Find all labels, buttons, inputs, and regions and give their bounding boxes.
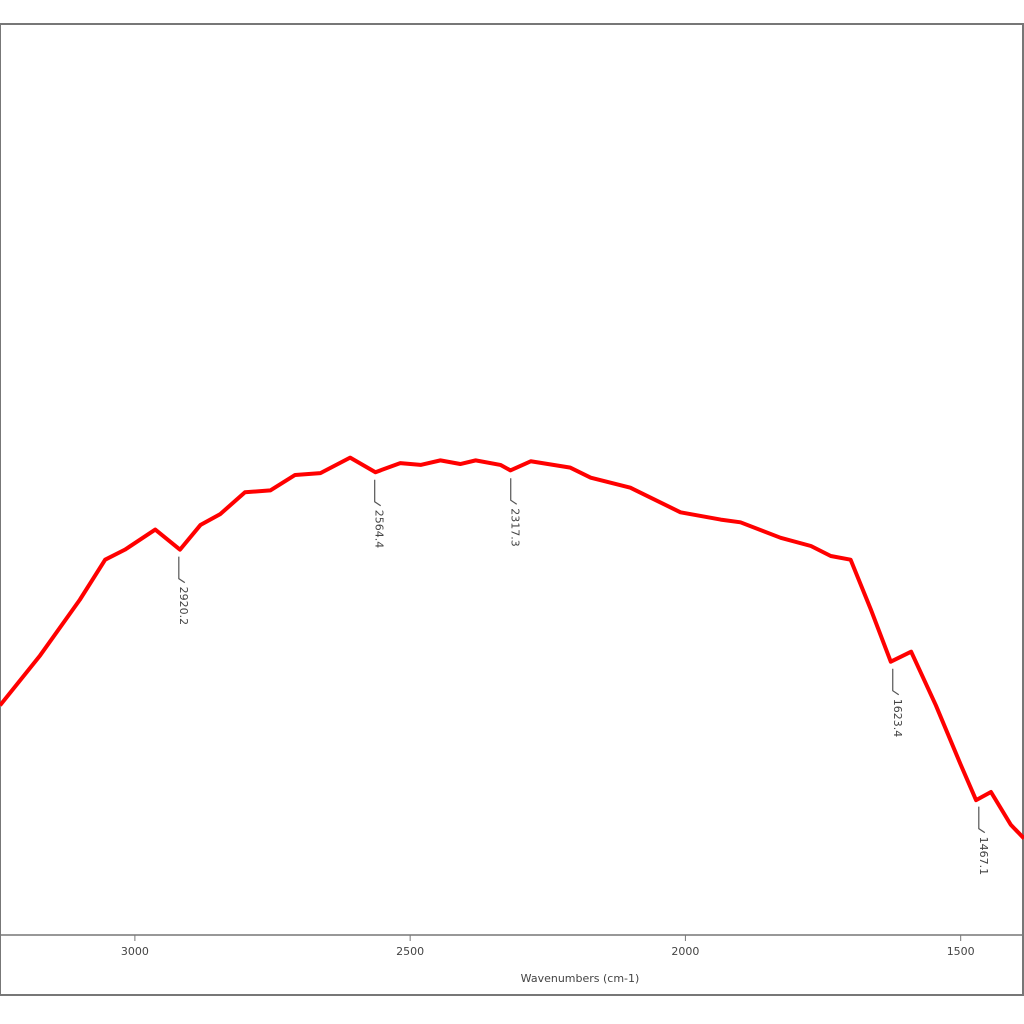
peak-label: 2920.2 bbox=[177, 587, 190, 626]
x-tick-label: 2500 bbox=[396, 945, 424, 958]
peak-leader bbox=[510, 478, 518, 505]
x-tick-label: 2000 bbox=[671, 945, 699, 958]
x-axis-title: Wavenumbers (cm-1) bbox=[521, 972, 640, 985]
x-tick-label: 1500 bbox=[947, 945, 975, 958]
peak-leader bbox=[978, 806, 986, 834]
peak-leader bbox=[374, 479, 382, 507]
peak-leader bbox=[892, 668, 900, 696]
peak-label: 1467.1 bbox=[977, 837, 990, 876]
spectrum-line bbox=[0, 455, 1024, 840]
peak-leader bbox=[178, 556, 186, 584]
peak-label: 1623.4 bbox=[891, 699, 904, 738]
peak-label: 2564.4 bbox=[373, 510, 386, 549]
frame bbox=[0, 23, 1024, 996]
x-tick-label: 3000 bbox=[121, 945, 149, 958]
peak-label: 2317.3 bbox=[509, 508, 522, 547]
